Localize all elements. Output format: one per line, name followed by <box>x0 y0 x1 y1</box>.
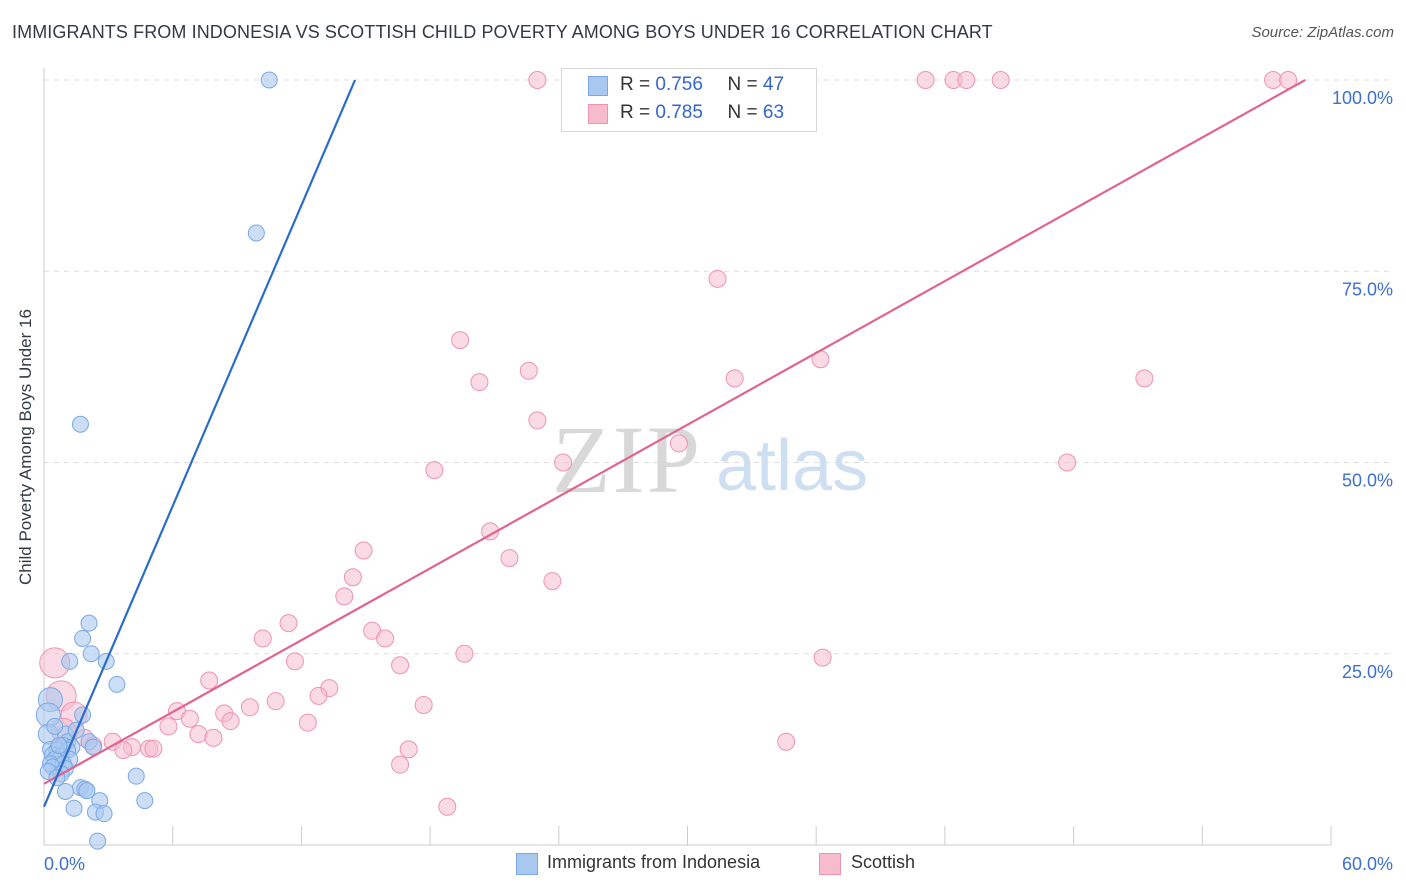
scottish-point <box>957 71 976 89</box>
legend-n-label: N = <box>727 74 758 95</box>
scottish-point <box>470 373 489 392</box>
scottish-point <box>528 71 547 89</box>
scottish-point <box>554 453 573 472</box>
x-tick-label: 60.0% <box>1342 854 1393 874</box>
y-tick-label: 50.0% <box>1342 471 1393 491</box>
indonesia-point <box>89 832 107 850</box>
scottish-point <box>376 629 395 648</box>
indonesia-point <box>127 767 145 785</box>
scottish-point <box>813 648 832 667</box>
scottish-point <box>451 331 470 350</box>
scottish-point <box>144 739 163 758</box>
legend-swatch-scottish <box>588 104 608 124</box>
bottom-legend-swatch-scottish <box>819 853 841 875</box>
indonesia-point <box>260 71 278 89</box>
correlation-legend: R = 0.756 N = 47 R = 0.785 N = 63 <box>561 68 817 132</box>
scottish-point <box>253 629 272 648</box>
scottish-point <box>343 568 362 587</box>
scottish-point <box>298 713 317 732</box>
legend-n-value-scottish: 63 <box>762 102 785 123</box>
legend-n-label: N = <box>727 102 758 123</box>
indonesia-points <box>35 71 278 850</box>
scottish-point <box>1058 453 1077 472</box>
scottish-point <box>543 572 562 591</box>
indonesia-point <box>78 782 96 800</box>
scottish-point <box>414 696 433 715</box>
tick-labels: 25.0% 50.0% 75.0% 100.0% 0.0% 60.0% <box>44 88 1393 874</box>
indonesia-point <box>56 782 74 800</box>
legend-r-value-scottish: 0.785 <box>655 102 703 123</box>
indonesia-point <box>61 652 79 670</box>
scottish-point <box>1264 71 1283 89</box>
scottish-point <box>425 461 444 480</box>
y-tick-label: 25.0% <box>1342 662 1393 682</box>
indonesia-point <box>65 799 83 817</box>
chart-title: IMMIGRANTS FROM INDONESIA VS SCOTTISH CH… <box>12 22 993 42</box>
scottish-point <box>708 269 727 288</box>
indonesia-point <box>50 737 68 755</box>
source-credit: Source: ZipAtlas.com <box>1251 24 1394 41</box>
indonesia-point <box>95 805 113 823</box>
scottish-point <box>455 644 474 663</box>
x-tick-label: 0.0% <box>44 854 85 874</box>
indonesia-point <box>136 792 154 810</box>
scottish-points <box>39 71 1298 816</box>
legend-row-scottish: R = 0.785 N = 63 <box>620 102 784 126</box>
legend-row-indonesia: R = 0.756 N = 47 <box>620 74 784 98</box>
scottish-point <box>391 755 410 774</box>
y-tick-label: 75.0% <box>1342 279 1393 299</box>
scottish-point <box>221 712 240 731</box>
indonesia-point <box>247 224 265 242</box>
scottish-point <box>528 411 547 430</box>
scottish-point <box>200 671 219 690</box>
scottish-point <box>159 717 178 736</box>
scottish-point <box>285 652 304 671</box>
watermark-atlas: atlas <box>716 426 868 506</box>
indonesia-point <box>71 415 89 433</box>
scottish-point <box>204 728 223 747</box>
scottish-point <box>279 614 298 633</box>
bottom-legend-swatch-indonesia <box>516 853 538 875</box>
scottish-point <box>354 541 373 560</box>
scottish-point <box>180 709 199 728</box>
scottish-point <box>519 361 538 380</box>
grid-lines <box>44 79 1394 655</box>
indonesia-point <box>82 645 100 663</box>
scottish-point <box>335 587 354 606</box>
scottish-point <box>916 71 935 89</box>
scottish-point <box>438 797 457 816</box>
indonesia-point <box>74 629 92 647</box>
indonesia-point <box>108 675 126 693</box>
scottish-point <box>500 549 519 568</box>
scottish-point <box>777 732 796 751</box>
scottish-point <box>391 656 410 675</box>
scottish-point <box>1135 369 1154 388</box>
scottish-point <box>991 71 1010 89</box>
scottish-point <box>725 369 744 388</box>
scottish-point <box>399 740 418 759</box>
scottish-point <box>266 692 285 711</box>
legend-r-label: R = <box>620 102 651 123</box>
scottish-trend-line <box>43 79 1306 785</box>
scottish-point <box>114 741 133 760</box>
y-tick-label: 100.0% <box>1332 88 1393 108</box>
scottish-point <box>669 434 688 453</box>
scottish-point <box>240 698 259 717</box>
axes <box>43 68 1332 846</box>
bottom-legend-scottish: Scottish <box>851 852 916 872</box>
bottom-legend-indonesia: Immigrants from Indonesia <box>547 852 761 872</box>
indonesia-point <box>80 614 98 632</box>
indonesia-trend-line <box>42 79 357 808</box>
legend-r-label: R = <box>620 74 651 95</box>
trend-lines <box>42 79 1306 808</box>
legend-swatch-indonesia <box>588 76 608 96</box>
legend-n-value-indonesia: 47 <box>762 74 785 95</box>
legend-r-value-indonesia: 0.756 <box>655 74 703 95</box>
y-axis-label: Child Poverty Among Boys Under 16 <box>16 309 35 585</box>
indonesia-point <box>46 717 64 735</box>
scottish-point <box>309 686 328 705</box>
scottish-point <box>189 725 208 744</box>
